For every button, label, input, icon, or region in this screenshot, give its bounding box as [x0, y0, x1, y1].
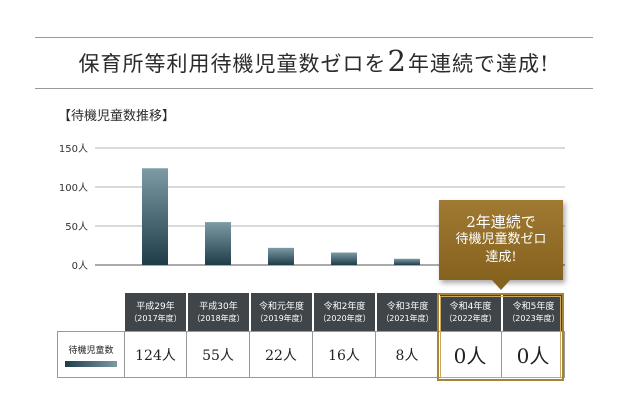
bar — [268, 247, 294, 265]
year-ce-label: （2021年度） — [381, 313, 434, 323]
year-header-cell: 令和3年度 （2021年度） — [377, 293, 438, 331]
value-cell: 55人 — [187, 331, 250, 378]
year-ce-label: （2020年度） — [318, 313, 371, 323]
year-header-cell: 令和5年度 （2023年度） — [503, 293, 564, 331]
year-label: 令和2年度 — [323, 301, 366, 312]
year-label: 平成29年 — [136, 301, 175, 312]
headline-part-2: 年連続で達成! — [408, 52, 550, 76]
legend-label: 待機児童数 — [68, 345, 114, 356]
value-cell: 8人 — [376, 331, 439, 378]
bar — [142, 168, 168, 265]
callout-line-3: 達成! — [485, 250, 517, 265]
value-cell: 0人 — [502, 331, 565, 378]
callout-line-2: 待機児童数ゼロ — [455, 232, 547, 247]
headline-number: 2 — [387, 44, 407, 78]
year-header-cell: 令和元年度 （2019年度） — [251, 293, 312, 331]
legend-swatch — [65, 360, 117, 367]
year-ce-label: （2019年度） — [255, 313, 308, 323]
callout-line-1: 2年連続で — [466, 213, 536, 231]
bar — [394, 258, 420, 265]
value-cell: 0人 — [439, 331, 502, 378]
table-legend-cell: 待機児童数 — [57, 331, 124, 378]
headline-banner: 保育所等利用待機児童数ゼロを 2 年連続で達成! — [35, 37, 593, 89]
year-ce-label: （2017年度） — [129, 313, 182, 323]
year-header-cell: 令和2年度 （2020年度） — [314, 293, 375, 331]
year-label: 令和4年度 — [449, 301, 492, 312]
year-header-cell: 平成29年 （2017年度） — [125, 293, 186, 331]
y-tick-label: 100人 — [58, 183, 88, 194]
callout-pointer — [491, 279, 511, 290]
headline-part-1: 保育所等利用待機児童数ゼロを — [78, 52, 387, 76]
year-ce-label: （2018年度） — [192, 313, 245, 323]
year-header-cell: 平成30年 （2018年度） — [188, 293, 249, 331]
y-tick-label: 150人 — [58, 144, 88, 155]
year-label: 令和3年度 — [386, 301, 429, 312]
year-header-cell: 令和4年度 （2022年度） — [440, 293, 501, 331]
chart-title: 【待機児童数推移】 — [58, 109, 176, 124]
bar — [205, 222, 231, 265]
value-cell: 16人 — [313, 331, 376, 378]
y-tick-label: 0人 — [71, 261, 88, 272]
year-label: 平成30年 — [199, 301, 238, 312]
year-label: 令和5年度 — [512, 301, 555, 312]
year-ce-label: （2022年度） — [444, 313, 497, 323]
year-label: 令和元年度 — [258, 301, 304, 312]
y-tick-label: 50人 — [65, 222, 88, 233]
bar — [331, 252, 357, 265]
value-cell: 22人 — [250, 331, 313, 378]
year-ce-label: （2023年度） — [507, 313, 560, 323]
achievement-callout: 2年連続で 待機児童数ゼロ 達成! — [439, 200, 563, 280]
value-cell: 124人 — [124, 331, 187, 378]
